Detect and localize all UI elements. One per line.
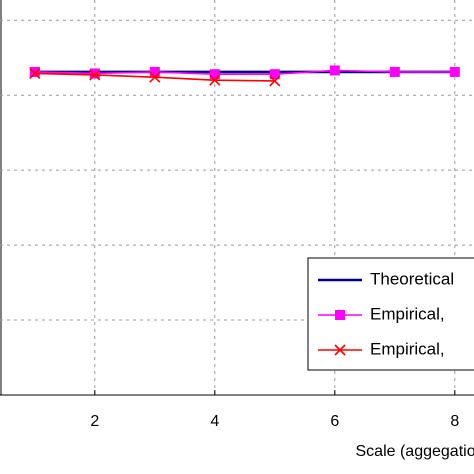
series-line [34,69,455,76]
legend: Theoretical Empirical, Empirical, [307,257,474,371]
legend-label: Empirical, [370,339,445,358]
x-tick-label: 2 [90,413,99,430]
marker [329,65,340,76]
x-tick-label: 8 [450,413,459,430]
marker [209,74,221,86]
marker [89,69,101,81]
marker [29,67,41,80]
marker [334,344,346,356]
marker [389,66,400,77]
legend-label: Empirical, [370,304,445,323]
marker [269,69,280,80]
marker [89,68,100,79]
marker [29,66,40,77]
marker [149,71,161,83]
marker [209,69,220,80]
x-axis-label: Scale (aggegation [356,443,474,460]
marker [449,66,460,77]
x-tick-label: 4 [210,413,219,430]
x-tick-label: 6 [330,413,339,430]
marker [269,75,281,87]
legend-label: Theoretical [370,269,454,288]
marker [335,310,345,320]
